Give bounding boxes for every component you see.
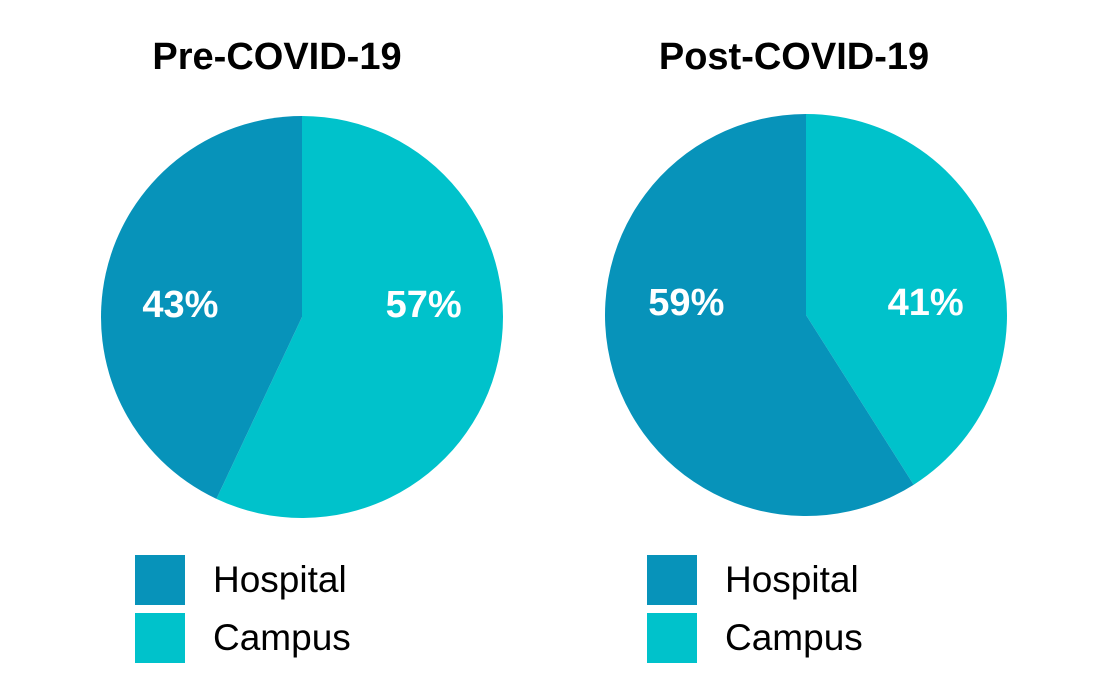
pie-chart-post-covid: Post-COVID-19 41% 59% Hospital Campus: [550, 0, 1100, 697]
data-label-hospital: 43%: [142, 284, 218, 326]
legend-item-hospital: Hospital: [135, 555, 351, 605]
legend-swatch-campus: [647, 613, 697, 663]
legend-item-hospital: Hospital: [647, 555, 863, 605]
chart-title: Post-COVID-19: [658, 36, 930, 78]
pie-slice-hospital: [604, 114, 914, 516]
pie-slice-campus: [806, 114, 1007, 485]
pie-plot-area: 41% 59%: [604, 114, 1007, 516]
data-label-hospital: 59%: [648, 282, 724, 324]
pie-plot-area: 57% 43%: [101, 115, 504, 518]
pie-slice-campus: [216, 116, 504, 518]
legend-label-hospital: Hospital: [213, 559, 347, 600]
legend-swatch-hospital: [135, 555, 185, 605]
legend-label-campus: Campus: [213, 617, 351, 658]
legend: Hospital Campus: [135, 555, 351, 663]
chart-title: Pre-COVID-19: [152, 36, 402, 78]
legend-item-campus: Campus: [647, 613, 863, 663]
legend-swatch-hospital: [647, 555, 697, 605]
pie-slice-hospital: [101, 115, 302, 499]
pie-chart-pre-covid: Pre-COVID-19 57% 43% Hospital Campus: [101, 36, 504, 663]
legend: Hospital Campus: [647, 555, 863, 663]
legend-swatch-campus: [135, 613, 185, 663]
data-label-campus: 57%: [386, 284, 462, 326]
legend-label-campus: Campus: [725, 617, 863, 658]
legend-item-campus: Campus: [135, 613, 351, 663]
legend-label-hospital: Hospital: [725, 559, 859, 600]
data-label-campus: 41%: [888, 282, 964, 324]
